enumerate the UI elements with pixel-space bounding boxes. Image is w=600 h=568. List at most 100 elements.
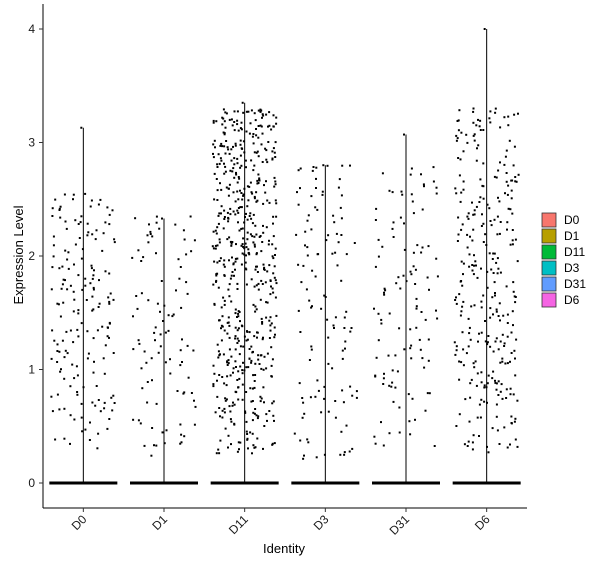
point-D6 — [514, 417, 517, 420]
point-D6 — [482, 129, 485, 131]
point-D11 — [260, 354, 263, 357]
point-D11 — [224, 165, 227, 168]
point-D0 — [78, 237, 81, 239]
point-D11 — [250, 400, 253, 403]
point-D11 — [228, 295, 231, 298]
point-D11 — [264, 281, 267, 284]
point-D0 — [80, 215, 83, 218]
point-D3 — [344, 340, 347, 343]
point-D11 — [250, 345, 253, 348]
point-D1 — [140, 292, 143, 295]
point-max-D11 — [241, 101, 244, 104]
point-D11 — [260, 279, 263, 282]
point-D31 — [422, 183, 425, 186]
point-D1 — [187, 376, 190, 379]
point-D6 — [455, 296, 457, 299]
point-D6 — [467, 317, 470, 320]
point-D11 — [232, 262, 235, 265]
point-D11 — [249, 431, 252, 434]
point-D0 — [72, 310, 75, 313]
point-D6 — [458, 413, 461, 416]
point-D11 — [236, 288, 239, 290]
point-D11 — [265, 316, 268, 319]
point-D31 — [432, 166, 435, 169]
point-D0 — [56, 361, 59, 363]
point-D6 — [514, 301, 517, 304]
point-D6 — [488, 252, 491, 255]
point-D31 — [432, 180, 435, 183]
point-D6 — [488, 117, 491, 120]
point-D11 — [253, 335, 256, 338]
x-axis-title: Identity — [263, 541, 305, 556]
point-D11 — [234, 390, 237, 393]
point-D6 — [494, 294, 496, 297]
point-D1 — [179, 442, 182, 445]
point-D11 — [254, 119, 257, 122]
point-D1 — [147, 299, 150, 302]
point-D11 — [246, 338, 249, 341]
point-D11 — [242, 245, 245, 248]
point-D6 — [459, 200, 462, 203]
point-D11 — [246, 238, 249, 241]
point-D11 — [254, 268, 257, 271]
point-D11 — [221, 376, 224, 378]
point-D31 — [398, 431, 401, 434]
point-max-D3 — [322, 164, 325, 167]
point-D11 — [246, 218, 249, 221]
point-max-D0 — [80, 126, 83, 129]
point-D11 — [248, 253, 251, 256]
point-D11 — [223, 172, 226, 175]
point-D0 — [96, 329, 99, 332]
point-D11 — [229, 418, 232, 421]
point-D11 — [275, 122, 278, 125]
point-D0 — [89, 205, 92, 208]
point-D11 — [216, 163, 219, 166]
point-D0 — [63, 356, 66, 359]
point-D6 — [461, 331, 464, 334]
point-D1 — [153, 444, 155, 447]
point-D11 — [212, 119, 215, 122]
point-D31 — [435, 309, 437, 312]
point-D6 — [460, 310, 463, 313]
point-D11 — [237, 315, 240, 318]
point-D0 — [108, 223, 111, 226]
point-D6 — [509, 208, 512, 211]
point-D6 — [472, 228, 475, 231]
point-D0 — [84, 428, 87, 431]
point-D11 — [221, 416, 224, 419]
point-D0 — [99, 410, 102, 413]
point-D0 — [92, 274, 95, 277]
point-D11 — [236, 282, 239, 285]
point-D6 — [463, 443, 466, 446]
point-D6 — [469, 338, 472, 341]
point-D3 — [298, 382, 301, 385]
point-D11 — [237, 398, 240, 401]
point-D6 — [471, 264, 474, 266]
point-D6 — [494, 340, 497, 343]
point-D11 — [234, 142, 237, 145]
point-D1 — [190, 392, 193, 394]
point-D11 — [224, 126, 227, 129]
point-D11 — [214, 229, 217, 232]
point-D1 — [178, 277, 181, 280]
point-D0 — [108, 302, 111, 305]
point-D31 — [383, 372, 385, 375]
point-D6 — [490, 224, 493, 227]
point-D11 — [253, 112, 256, 115]
point-D11 — [212, 247, 215, 250]
point-D11 — [255, 200, 258, 203]
point-D6 — [511, 310, 514, 313]
point-D6 — [467, 212, 470, 215]
point-D11 — [256, 437, 259, 440]
point-D6 — [460, 280, 463, 282]
point-D11 — [221, 315, 224, 318]
point-D6 — [475, 264, 477, 267]
point-D11 — [251, 452, 253, 455]
point-D0 — [90, 267, 93, 270]
point-D11 — [265, 301, 268, 304]
point-D3 — [325, 239, 328, 242]
point-D0 — [80, 257, 83, 260]
point-D11 — [248, 348, 251, 350]
point-D11 — [226, 361, 229, 364]
point-D6 — [487, 335, 490, 337]
